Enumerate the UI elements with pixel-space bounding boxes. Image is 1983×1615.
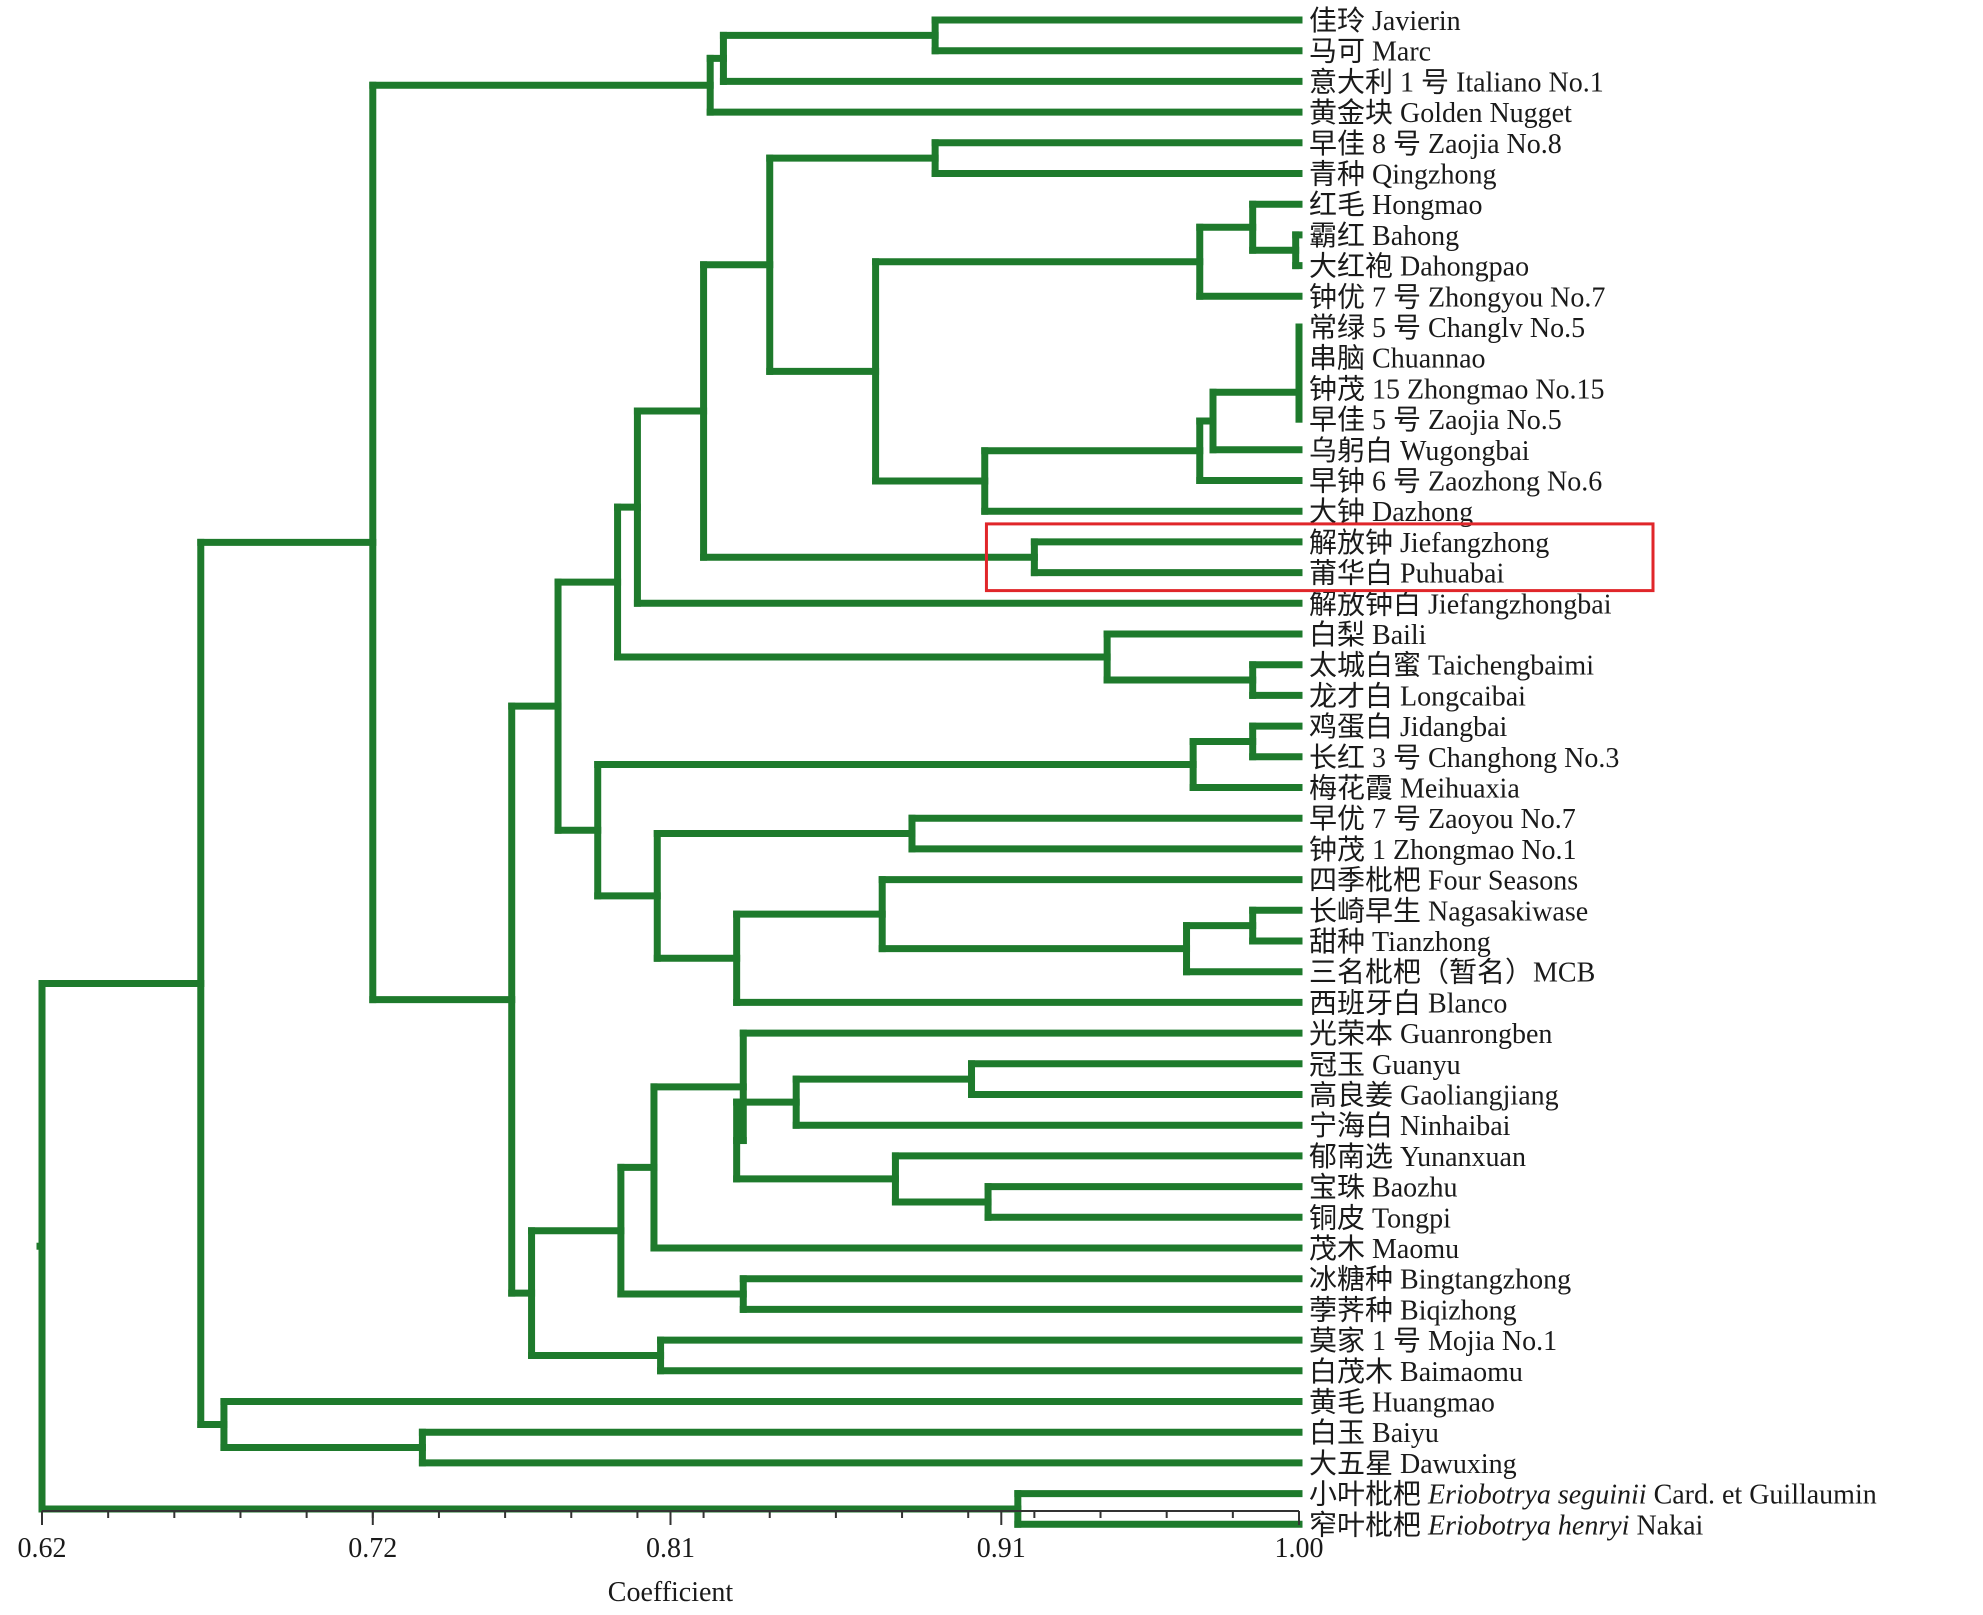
tick-label: 1.00 (1275, 1533, 1324, 1564)
leaf-label: 太城白蜜 Taichengbaimi (1309, 650, 1594, 682)
leaf-label: 早优 7 号 Zaoyou No.7 (1309, 803, 1576, 835)
tick-label: 0.91 (977, 1533, 1026, 1564)
tick-label: 0.81 (646, 1533, 695, 1564)
tick-label: 0.72 (348, 1533, 397, 1564)
leaf-label: 大红袍 Dahongpao (1309, 251, 1529, 283)
leaf-label: 乌躬白 Wugongbai (1309, 435, 1530, 467)
leaf-label: 甜种 Tianzhong (1309, 926, 1491, 958)
leaf-label: 西班牙白 Blanco (1309, 987, 1507, 1019)
leaf-label: 长崎早生 Nagasakiwase (1309, 895, 1588, 927)
leaf-label: 宝珠 Baozhu (1309, 1172, 1458, 1204)
leaf-label: 青种 Qingzhong (1309, 159, 1496, 191)
leaf-label: 霸红 Bahong (1309, 220, 1459, 252)
leaf-label: 荸荠种 Biqizhong (1309, 1294, 1517, 1326)
leaf-label: 铜皮 Tongpi (1309, 1202, 1451, 1234)
dendrogram-branches (36, 16, 1303, 1528)
leaf-label: 意大利 1 号 Italiano No.1 (1309, 66, 1604, 98)
axis-title: Coefficient (608, 1577, 734, 1608)
leaf-label: 常绿 5 号 Changlv No.5 (1309, 312, 1585, 344)
leaf-label: 高良姜 Gaoliangjiang (1309, 1080, 1559, 1112)
leaf-label: 梅花霞 Meihuaxia (1309, 773, 1520, 805)
leaf-label: 早佳 5 号 Zaojia No.5 (1309, 404, 1562, 436)
leaf-label: 白梨 Baili (1309, 619, 1427, 651)
leaf-label: 三名枇杷（暂名）MCB (1309, 957, 1595, 989)
leaf-label: 冰糖种 Bingtangzhong (1309, 1264, 1571, 1296)
leaf-label: 解放钟白 Jiefangzhongbai (1309, 588, 1612, 620)
leaf-label: 宁海白 Ninhaibai (1309, 1110, 1511, 1142)
leaf-label: 茂木 Maomu (1309, 1233, 1459, 1265)
leaf-label: 串脑 Chuannao (1309, 343, 1486, 375)
leaf-label: 光荣本 Guanrongben (1309, 1018, 1552, 1050)
highlight-box (984, 522, 1655, 593)
leaf-label: 黄金块 Golden Nugget (1309, 97, 1572, 129)
leaf-label: 钟茂 15 Zhongmao No.15 (1309, 373, 1605, 405)
leaf-label: 小叶枇杷 Eriobotrya seguinii Card. et Guilla… (1309, 1479, 1877, 1511)
leaf-label: 莫家 1 号 Mojia No.1 (1309, 1325, 1557, 1357)
coefficient-axis: 0.62 0.72 0.81 0.91 1.00 Coefficient (18, 1510, 1324, 1608)
leaf-label: 白玉 Baiyu (1309, 1417, 1439, 1449)
leaf-label: 红毛 Hongmao (1309, 189, 1482, 221)
leaf-label: 解放钟 Jiefangzhong (1309, 527, 1549, 559)
leaf-label: 郁南选 Yunanxuan (1309, 1141, 1526, 1173)
leaf-label: 黄毛 Huangmao (1309, 1387, 1495, 1419)
leaf-label: 长红 3 号 Changhong No.3 (1309, 742, 1619, 774)
leaf-label: 白茂木 Baimaomu (1309, 1356, 1523, 1388)
leaf-label: 龙才白 Longcaibai (1309, 680, 1526, 712)
leaf-label: 大五星 Dawuxing (1309, 1448, 1517, 1480)
leaf-label: 早佳 8 号 Zaojia No.8 (1309, 128, 1562, 160)
leaf-label: 窄叶枇杷 Eriobotrya henryi Nakai (1309, 1509, 1704, 1541)
leaf-label: 钟优 7 号 Zhongyou No.7 (1309, 281, 1605, 313)
leaf-label: 早钟 6 号 Zaozhong No.6 (1309, 466, 1602, 498)
leaf-label: 钟茂 1 Zhongmao No.1 (1309, 834, 1577, 866)
leaf-label: 佳玲 Javierin (1309, 5, 1461, 37)
leaf-label: 冠玉 Guanyu (1309, 1050, 1461, 1081)
tick-label: 0.62 (18, 1533, 67, 1564)
leaf-label: 马可 Marc (1309, 37, 1431, 68)
leaf-label: 莆华白 Puhuabai (1309, 558, 1504, 590)
leaf-label: 鸡蛋白 Jidangbai (1309, 711, 1508, 743)
axis-ticks: 0.62 0.72 0.81 0.91 1.00 (18, 1511, 1324, 1564)
leaf-label: 四季枇杷 Four Seasons (1309, 865, 1578, 897)
